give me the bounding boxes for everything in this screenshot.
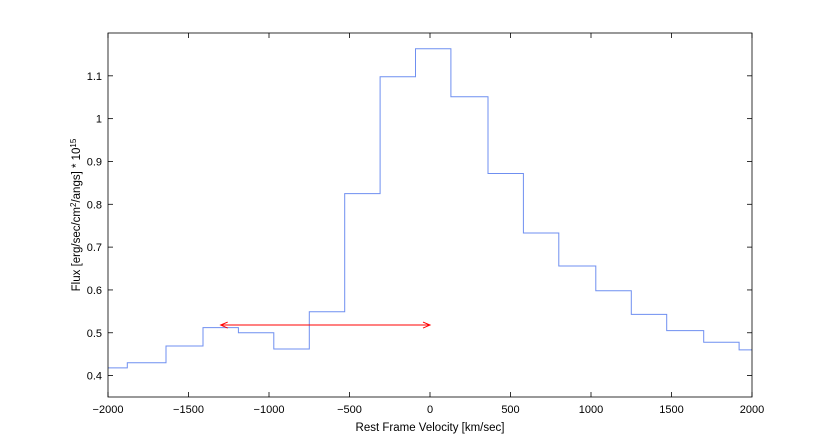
y-tick-label: 1.1 bbox=[87, 71, 102, 83]
y-tick-label: 0.6 bbox=[87, 285, 102, 297]
annotation-layer bbox=[219, 321, 432, 329]
x-tick-label: 2000 bbox=[740, 404, 764, 416]
annotation-arrowhead-right bbox=[422, 321, 432, 329]
x-tick-label: 1000 bbox=[579, 404, 603, 416]
y-axis-label: Flux [erg/sec/cm2/angs] * 1015 bbox=[69, 138, 84, 291]
annotation-arrowhead-left bbox=[219, 321, 228, 329]
x-axis-ticks: −2000 −1500 −1000 −500 0 500 1000 1500 2000 bbox=[93, 33, 764, 416]
y-axis-label-sup2: 15 bbox=[69, 138, 78, 147]
x-axis-label: Rest Frame Velocity [km/sec] bbox=[356, 422, 505, 434]
y-tick-label: 0.8 bbox=[87, 199, 102, 211]
x-tick-label: −1000 bbox=[254, 404, 285, 416]
y-tick-label: 0.4 bbox=[87, 371, 102, 383]
x-tick-label: 0 bbox=[427, 404, 433, 416]
x-tick-label: 1500 bbox=[659, 404, 683, 416]
y-tick-label: 1 bbox=[96, 114, 102, 126]
y-tick-label: 0.5 bbox=[87, 328, 102, 340]
plot-background bbox=[108, 33, 752, 397]
x-tick-label: 500 bbox=[501, 404, 519, 416]
y-tick-label: 0.7 bbox=[87, 242, 102, 254]
y-axis-label-sup1: 2 bbox=[69, 202, 78, 207]
x-tick-label: −1500 bbox=[173, 404, 204, 416]
series-layer bbox=[108, 48, 752, 369]
series-0-step-line bbox=[108, 48, 752, 369]
y-axis-label-middle: /angs] * 10 bbox=[71, 148, 83, 203]
x-tick-label: −2000 bbox=[93, 404, 124, 416]
y-axis-label-prefix: Flux [erg/sec/cm bbox=[71, 207, 83, 291]
y-tick-label: 0.9 bbox=[87, 156, 102, 168]
x-tick-label: −500 bbox=[337, 404, 362, 416]
y-axis-ticks: 0.4 0.5 0.6 0.7 0.8 0.9 1 1.1 bbox=[87, 71, 752, 383]
